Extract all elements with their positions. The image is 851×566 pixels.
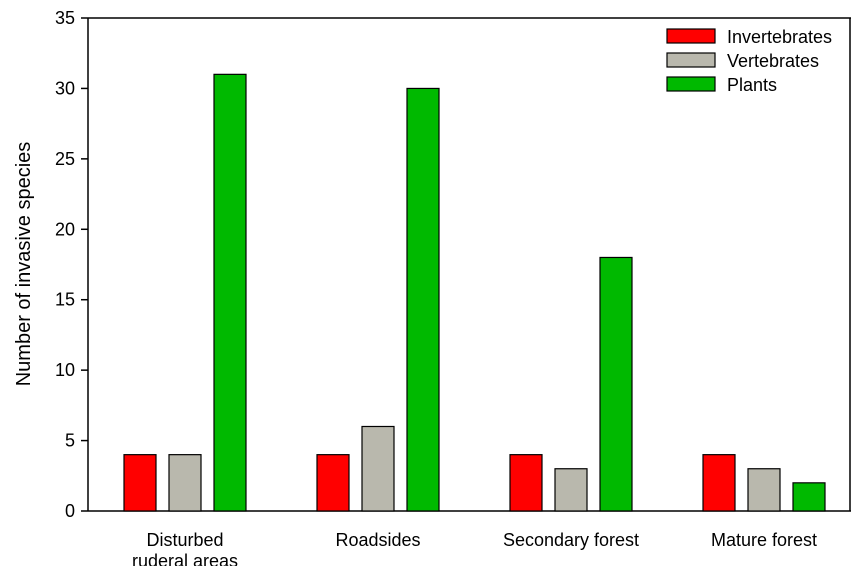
bar-plants <box>792 482 826 512</box>
y-tick-label: 20 <box>55 219 75 239</box>
bars <box>123 73 826 512</box>
y-tick-label: 0 <box>65 501 75 521</box>
bar-invertebrates <box>509 454 543 512</box>
legend-swatch-invertebrates <box>666 28 716 44</box>
legend: Invertebrates Vertebrates Plants <box>666 27 832 95</box>
bar-invertebrates <box>123 454 157 512</box>
bar-invertebrates <box>702 454 736 512</box>
x-category-label: Roadsides <box>335 530 420 550</box>
y-tick-label: 5 <box>65 431 75 451</box>
y-tick-label: 15 <box>55 290 75 310</box>
bar-vertebrates <box>554 468 588 512</box>
x-category-label: Disturbed <box>146 530 223 550</box>
x-category-label: ruderal areas <box>132 551 238 566</box>
y-axis-title: Number of invasive species <box>13 142 35 387</box>
legend-swatch-plants <box>666 76 716 92</box>
x-category-label: Secondary forest <box>503 530 639 550</box>
bar-plants <box>213 73 247 512</box>
y-axis-ticks: 0 5 10 15 20 25 30 35 <box>55 8 88 521</box>
legend-label-plants: Plants <box>727 75 777 95</box>
bar-vertebrates <box>361 425 395 512</box>
legend-swatch-vertebrates <box>666 52 716 68</box>
y-tick-label: 10 <box>55 360 75 380</box>
bar-plants <box>406 87 440 512</box>
y-tick-label: 25 <box>55 149 75 169</box>
bar-vertebrates <box>168 454 202 512</box>
legend-label-invertebrates: Invertebrates <box>727 27 832 47</box>
x-category-label: Mature forest <box>711 530 817 550</box>
bar-plants <box>599 256 633 512</box>
bar-vertebrates <box>747 468 781 512</box>
y-tick-label: 30 <box>55 78 75 98</box>
y-tick-label: 35 <box>55 8 75 28</box>
bar-invertebrates <box>316 454 350 512</box>
legend-label-vertebrates: Vertebrates <box>727 51 819 71</box>
